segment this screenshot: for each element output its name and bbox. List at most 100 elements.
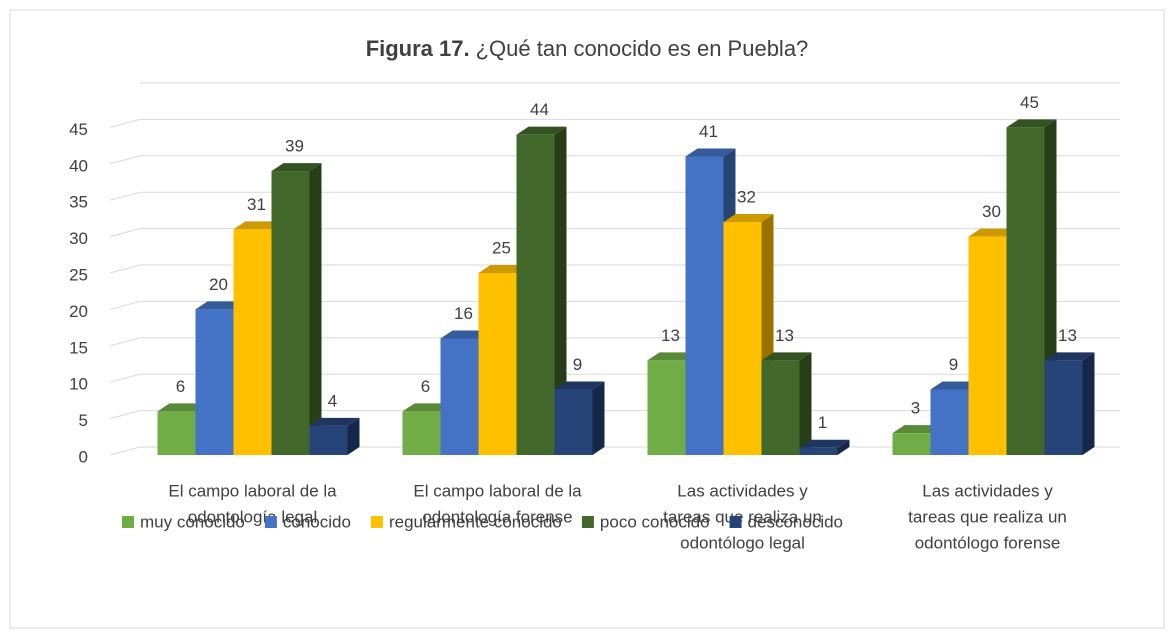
x-tick-label: El campo laboral de la xyxy=(168,481,337,500)
bar-face xyxy=(516,126,567,135)
bar-face xyxy=(892,425,943,434)
bar-face xyxy=(478,273,517,455)
legend-swatch xyxy=(264,516,277,528)
grid-line xyxy=(109,300,1120,310)
bar-face xyxy=(968,228,1019,237)
bar-face xyxy=(516,134,555,455)
x-tick-label: tareas que realiza un xyxy=(663,507,822,526)
legend-label: desconocido xyxy=(748,512,843,531)
figure-label: Figura 17. xyxy=(366,36,470,61)
data-label: 45 xyxy=(1020,93,1039,112)
bar-face xyxy=(799,352,812,455)
data-label: 13 xyxy=(661,326,680,345)
title-text: ¿Qué tan conocido es en Puebla? xyxy=(476,36,809,61)
data-label: 16 xyxy=(454,304,473,323)
bar-face xyxy=(761,360,800,455)
bar-face xyxy=(1006,119,1057,128)
x-tick-label: tareas que realiza un xyxy=(908,507,1067,526)
bar-face xyxy=(440,338,479,455)
y-tick-label: 5 xyxy=(79,411,88,430)
bar-face xyxy=(195,309,234,455)
bar-face xyxy=(233,221,284,230)
x-tick-label: odontólogo legal xyxy=(680,533,805,552)
bar-face xyxy=(837,439,850,455)
bar xyxy=(1006,119,1057,456)
bar-face xyxy=(554,381,605,390)
legend-swatch xyxy=(370,516,383,528)
x-tick-label: odontólogo forense xyxy=(915,533,1061,552)
bar-face xyxy=(233,229,272,455)
legend-swatch xyxy=(729,516,742,528)
bar-face xyxy=(723,214,774,223)
bar-face xyxy=(799,439,850,448)
bar-face xyxy=(930,389,969,455)
bar xyxy=(554,381,605,455)
data-label: 20 xyxy=(209,275,228,294)
bar-face xyxy=(478,265,529,273)
y-tick-label: 10 xyxy=(69,375,88,394)
grid-line xyxy=(109,337,1120,347)
grid-line xyxy=(109,155,1120,165)
legend-label: regularmente conocido xyxy=(389,512,562,531)
data-label: 3 xyxy=(911,399,920,418)
chart-title: Figura 17. ¿Qué tan conocido es en Puebla… xyxy=(366,36,809,61)
bar-face xyxy=(271,171,310,455)
x-tick-label: El campo laboral de la xyxy=(413,481,582,500)
data-label: 6 xyxy=(176,377,185,396)
data-label: 13 xyxy=(775,326,794,345)
grid-line xyxy=(109,118,1120,128)
data-label: 9 xyxy=(573,355,582,374)
bar-face xyxy=(592,381,605,455)
legend-label: muy conocido xyxy=(140,512,245,531)
legend-swatch xyxy=(122,516,134,528)
bar xyxy=(309,417,360,455)
bar-face xyxy=(440,330,491,339)
bar xyxy=(516,126,567,456)
bar-face xyxy=(402,411,441,455)
legend-label: poco conocido xyxy=(600,512,710,531)
legend-label: conocido xyxy=(283,512,351,531)
bar-face xyxy=(347,417,360,455)
bar-face xyxy=(309,425,348,455)
x-tick-label: odontología forense xyxy=(422,507,572,526)
bar-face xyxy=(157,411,196,455)
bar xyxy=(723,214,774,455)
bar-face xyxy=(554,389,593,455)
grid-line xyxy=(109,264,1120,274)
data-label: 31 xyxy=(247,195,266,214)
y-tick-label: 40 xyxy=(69,156,88,175)
bar-face xyxy=(647,352,698,361)
y-tick-label: 20 xyxy=(69,302,88,321)
bar xyxy=(761,352,812,455)
data-label: 44 xyxy=(530,100,549,119)
bar-face xyxy=(1006,127,1045,456)
bar-face xyxy=(195,301,246,310)
bar-face xyxy=(1044,352,1095,361)
x-tick-label: Las actividades y xyxy=(922,481,1053,500)
data-label: 1 xyxy=(818,413,827,432)
bar-face xyxy=(309,163,322,455)
y-tick-label: 15 xyxy=(69,338,88,357)
grid-line xyxy=(109,191,1120,201)
data-label: 41 xyxy=(699,122,718,141)
bar-face xyxy=(930,381,981,390)
bar-face xyxy=(761,352,812,361)
bar-face xyxy=(1044,360,1083,455)
bar-face xyxy=(402,403,453,412)
data-label: 39 xyxy=(285,137,304,156)
bar-face xyxy=(1082,352,1095,455)
bar-face xyxy=(685,148,736,157)
bar xyxy=(799,439,850,455)
y-tick-label: 25 xyxy=(69,265,88,284)
bar-face xyxy=(892,433,931,455)
data-label: 32 xyxy=(737,188,756,207)
y-tick-label: 35 xyxy=(69,193,88,212)
bar-face xyxy=(723,222,762,455)
data-label: 13 xyxy=(1058,326,1077,345)
bar-face xyxy=(157,403,208,412)
bar xyxy=(271,163,322,455)
data-label: 6 xyxy=(421,377,430,396)
y-tick-label: 0 xyxy=(79,447,88,466)
bar-face xyxy=(799,447,838,455)
